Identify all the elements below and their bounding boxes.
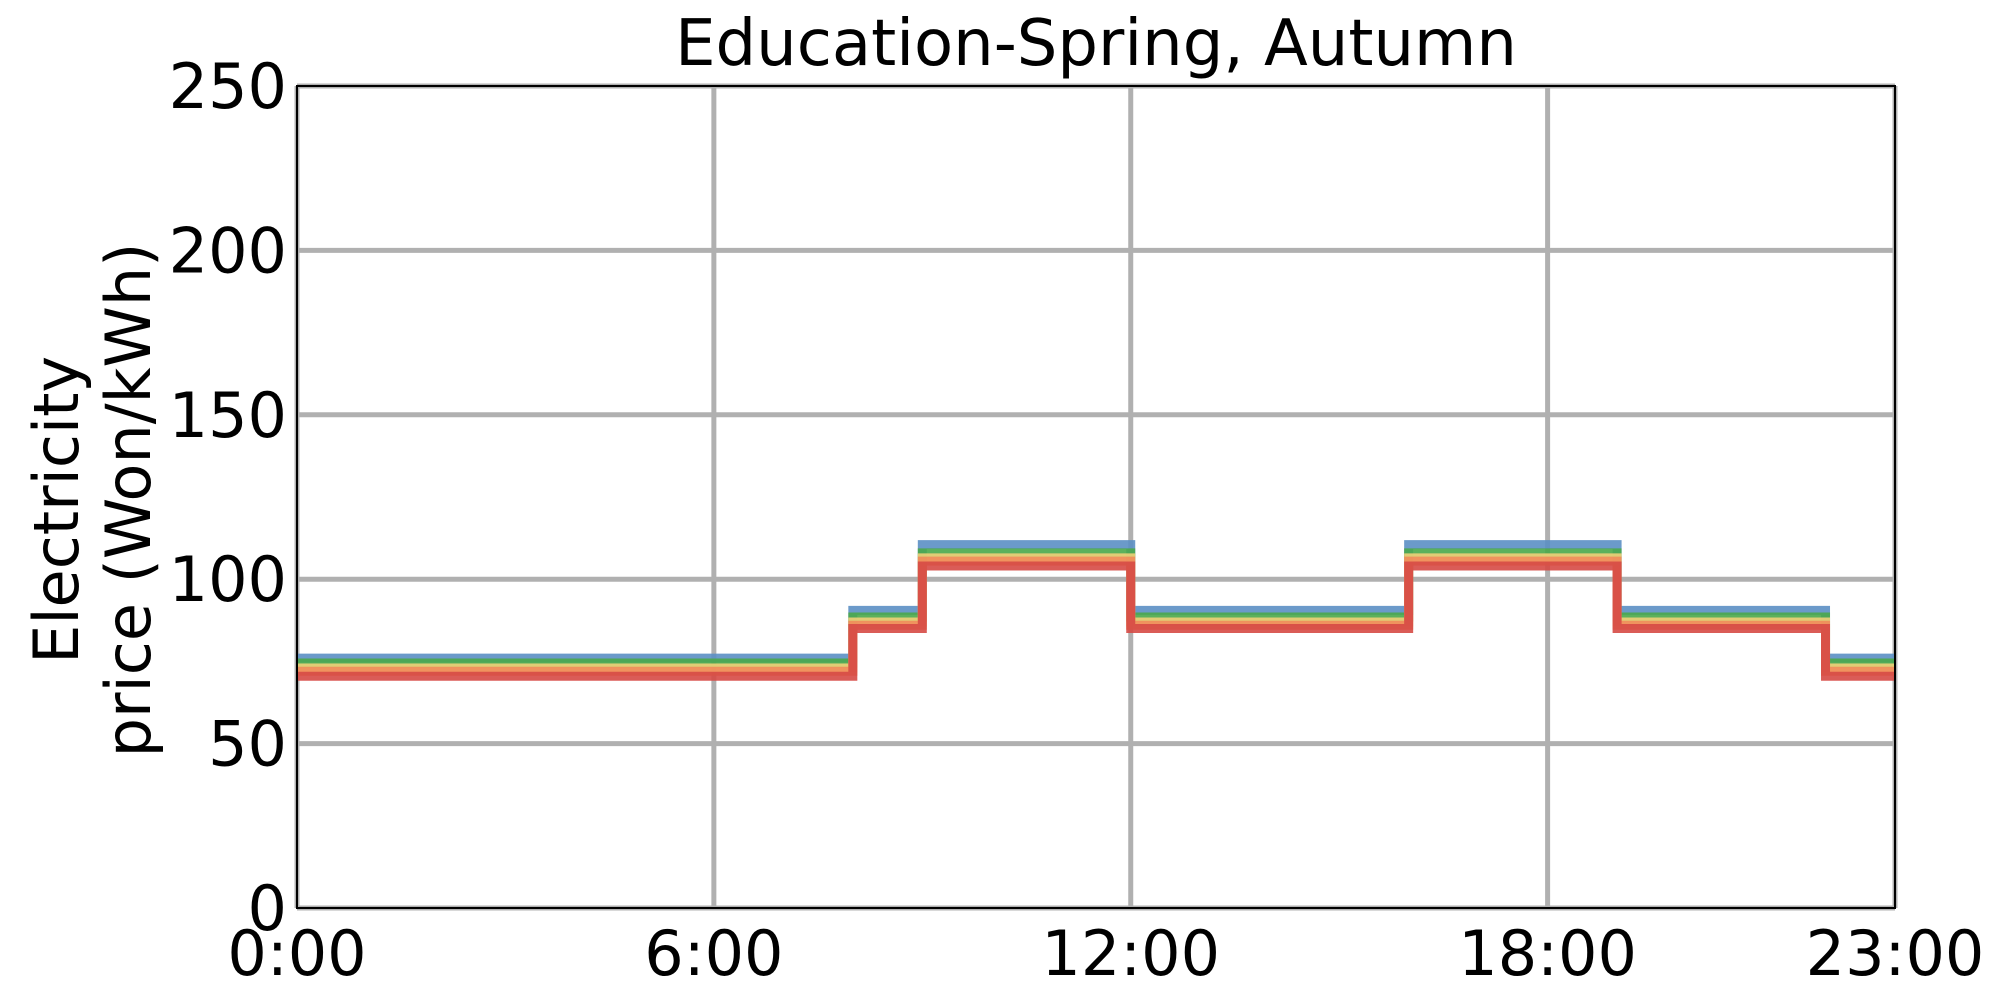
x-tick-labels: 0:00 6:00 12:00 18:00 23:00 [227,917,1984,990]
x-tick-label: 18:00 [1458,917,1637,990]
y-axis-label-line-2: price (Won/kWh) [92,243,165,758]
x-tick-label: 6:00 [644,917,783,990]
y-tick-label: 150 [169,379,287,452]
grid-lines [294,83,1898,911]
y-tick-labels: 0 50 100 150 200 250 [169,50,287,945]
y-tick-label: 200 [169,214,287,287]
chart-title: Education-Spring, Autumn [675,7,1517,81]
y-tick-label: 100 [169,543,287,616]
series-line-5 [297,561,1895,681]
series-line-2 [297,548,1895,668]
series-line-1 [297,540,1895,663]
y-tick-label: 0 [248,872,287,945]
y-tick-label: 50 [208,708,287,781]
plot-frame [296,85,1896,909]
y-axis-label-line-1: Electricity [20,356,93,664]
x-tick-label: 0:00 [227,917,366,990]
x-tick-label: 23:00 [1806,917,1985,990]
y-axis-label: Electricity price (Won/kWh) [20,243,165,758]
series-lines [297,540,1895,681]
x-tick-label: 12:00 [1041,917,1220,990]
y-tick-label: 250 [169,50,287,123]
